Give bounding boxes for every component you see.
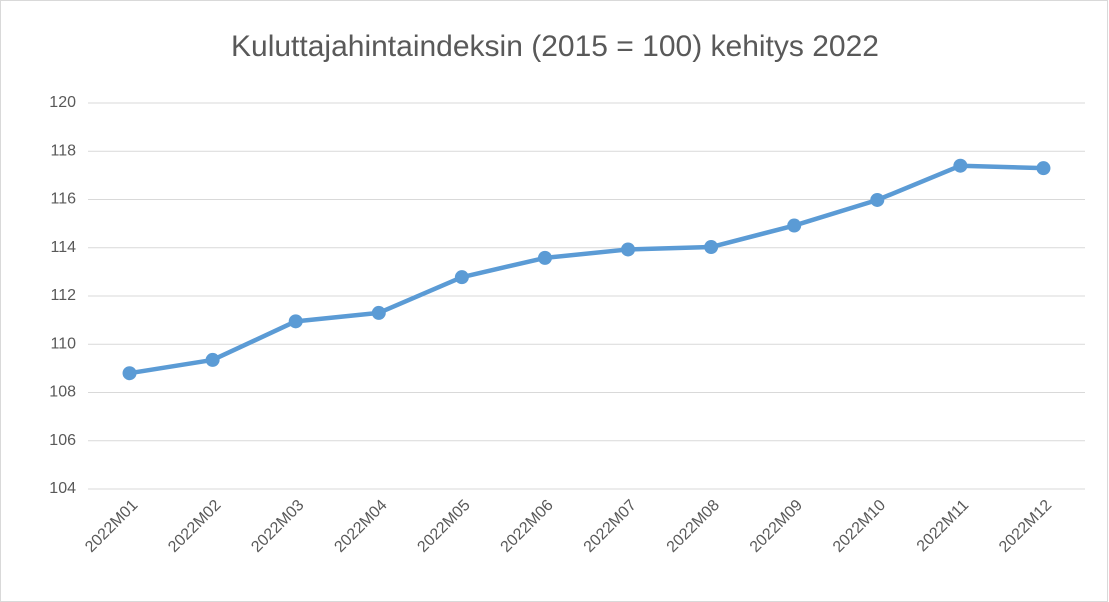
marker [704,240,719,255]
y-tick-label: 112 [50,287,76,304]
y-tick-label: 104 [49,480,76,497]
line [129,163,1044,376]
marker [288,314,303,329]
y-tick-label: 108 [49,384,76,401]
y-tick-label: 118 [50,142,76,159]
marker [621,242,636,257]
marker [953,158,968,173]
marker [1036,161,1051,176]
y-tick-label: 110 [50,335,76,352]
marker [454,270,469,285]
marker [122,366,137,381]
y-tick-label: 106 [49,432,76,449]
chart-title: Kuluttajahintaindeksin (2015 = 100) kehi… [231,30,879,63]
marker [205,352,220,367]
y-tick-label: 114 [50,239,76,256]
marker [537,250,552,265]
marker [371,305,386,320]
y-tick-label: 120 [49,94,76,111]
marker [787,218,802,233]
y-tick-label: 116 [50,191,76,208]
marker [870,192,885,207]
